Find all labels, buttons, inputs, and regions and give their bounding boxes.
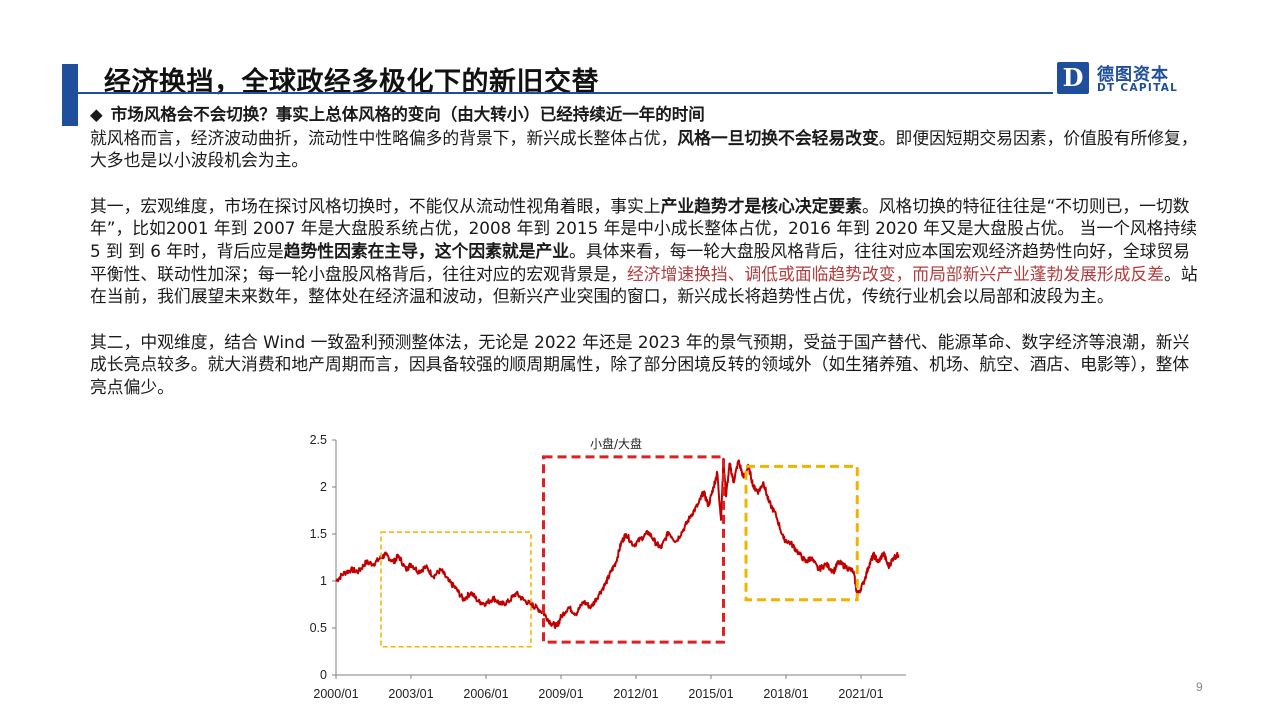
- slide-body: ◆ 市场风格会不会切换？事实上总体风格的变向（由大转小）已经持续近一年的时间 就风…: [90, 104, 1200, 399]
- p1-bold-1: 风格一旦切换不会轻易改变: [677, 127, 879, 148]
- p2-bold-1: 产业趋势才是核心决定要素: [660, 195, 862, 216]
- x-tick-label: 2012/01: [613, 687, 658, 701]
- y-tick-label: 0.5: [310, 621, 327, 635]
- logo-name-en: DT CAPITAL: [1097, 82, 1179, 94]
- series-line-small-large-ratio: [335, 457, 900, 629]
- x-tick-label: 2021/01: [838, 687, 883, 701]
- bullet-heading: ◆ 市场风格会不会切换？事实上总体风格的变向（由大转小）已经持续近一年的时间: [90, 104, 1200, 127]
- ratio-chart: 0 0.5 1 1.5 2 2.5 2000/01 2003/01 2006/01 2009/01…: [290, 428, 930, 720]
- paragraph-macro: 其一，宏观维度，市场在探讨风格切换时，不能仅从流动性视角着眼，事实上产业趋势才是…: [90, 195, 1200, 308]
- p2-text-2: 。风格切换的特征往往是“不切则已，一切数年”，比如2001 年到 2007 年是…: [90, 195, 1198, 261]
- p2-text-3: 。具体来看，每一轮大盘股风格背后，往往对应本国宏观经济趋势性向好，全球贸易平衡性…: [90, 240, 1190, 284]
- ratio-chart-svg: 0 0.5 1 1.5 2 2.5 2000/01 2003/01 2006/01 2009/01…: [310, 433, 906, 701]
- p2-bold-2: 趋势性因素在主导，这个因素就是产业: [283, 240, 570, 261]
- title-accent-bar: [62, 64, 78, 126]
- x-tick-label: 2006/01: [463, 687, 508, 701]
- page-number: 9: [1196, 680, 1203, 694]
- p1-text-1: 就风格而言，经济波动曲折，流动性中性略偏多的背景下，新兴成长整体占优，: [90, 127, 678, 148]
- y-tick-label: 2: [320, 480, 327, 494]
- paragraph-meso: 其二，中观维度，结合 Wind 一致盈利预测整体法，无论是 2022 年还是 2…: [90, 331, 1190, 397]
- y-tick-label: 1.5: [310, 527, 327, 541]
- logo-name-cn: 德图资本: [1097, 65, 1169, 85]
- annotation-box-2: [542, 455, 725, 644]
- p1-text-2: 。即便因短期交易因素，价值股有所修复，大多也是以小波段机会为主。: [90, 127, 1198, 171]
- p2-text-4: 。站在当前，我们展望未来数年，整体处在经济温和波动，但新兴产业突围的窗口，新兴成…: [90, 263, 1198, 307]
- annotation-box-1: [380, 531, 532, 648]
- company-logo: D 德图资本 DT CAPITAL: [1057, 62, 1187, 96]
- logo-mark-icon: D: [1057, 62, 1089, 94]
- x-tick-label: 2009/01: [538, 687, 583, 701]
- paragraph-style: 就风格而言，经济波动曲折，流动性中性略偏多的背景下，新兴成长整体占优，风格一旦切…: [90, 127, 1200, 172]
- x-tick-label: 2015/01: [688, 687, 733, 701]
- p2-highlight: 经济增速换挡、调低或面临趋势改变，而局部新兴产业蓬勃发展形成反差: [627, 263, 1165, 284]
- annotation-box-3: [744, 464, 859, 602]
- p2-text-1: 其一，宏观维度，市场在探讨风格切换时，不能仅从流动性视角着眼，事实上: [90, 195, 661, 216]
- y-tick-label: 0: [320, 668, 327, 682]
- chart-series-title: 小盘/大盘: [590, 436, 642, 451]
- x-tick-label: 2003/01: [388, 687, 433, 701]
- diamond-bullet-icon: ◆: [90, 105, 103, 124]
- y-tick-label: 2.5: [310, 433, 327, 447]
- x-tick-label: 2000/01: [313, 687, 358, 701]
- x-tick-label: 2018/01: [763, 687, 808, 701]
- bullet-heading-text: 市场风格会不会切换？事实上总体风格的变向（由大转小）已经持续近一年的时间: [110, 105, 705, 124]
- title-underline: [78, 92, 1053, 94]
- y-tick-label: 1: [320, 574, 327, 588]
